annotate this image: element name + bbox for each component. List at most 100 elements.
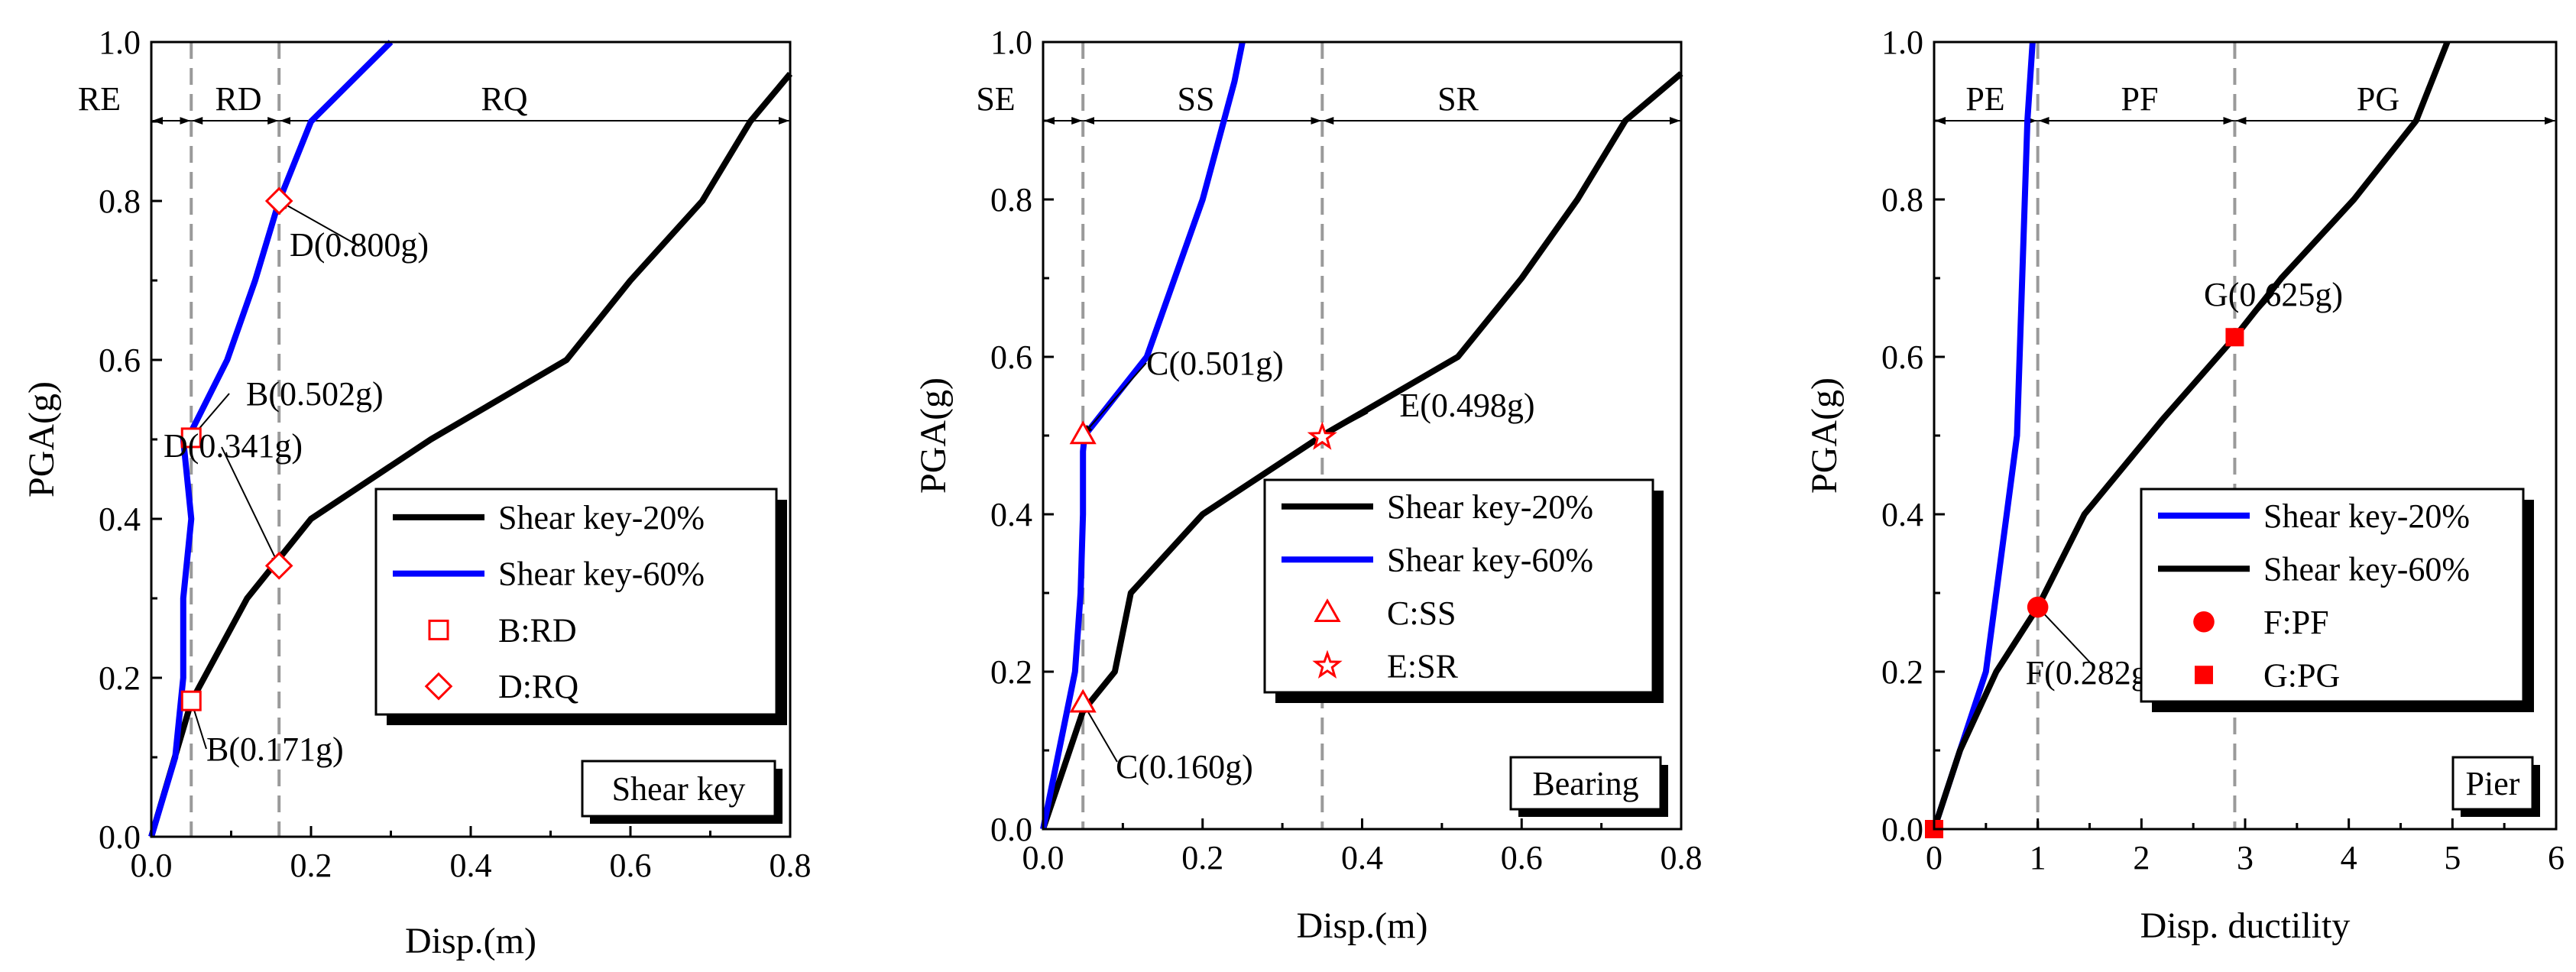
point-label: G(0.625g) — [2204, 276, 2343, 313]
y-tick-label: 1.0 — [990, 24, 1032, 61]
y-tick-label: 0.8 — [990, 181, 1032, 219]
point-label: D(0.800g) — [290, 226, 429, 264]
x-tick-label: 0.4 — [1341, 839, 1383, 876]
y-tick-label: 0.2 — [99, 659, 141, 697]
x-tick-label: 3 — [2237, 839, 2254, 876]
legend-marker — [2195, 666, 2213, 685]
panel-tag-label: Shear key — [612, 770, 746, 808]
series-line-2 — [1931, 40, 2451, 831]
legend-entry: Shear key-20% — [2263, 497, 2470, 535]
data-point-marker — [264, 186, 293, 215]
chart-panel-3: PE PF PG F(0.282g) G(0.625g) 0 1 2 3 4 5 6 0.0 0.2 0.4… — [1804, 24, 2565, 946]
data-point-marker — [1069, 688, 1097, 713]
x-tick-label: 2 — [2133, 839, 2150, 876]
x-tick-label: 4 — [2341, 839, 2357, 876]
x-tick-label: 0.0 — [1022, 839, 1064, 876]
legend-entry: C:SS — [1387, 595, 1456, 632]
region-label: PF — [2121, 80, 2159, 118]
x-tick-label: 0.2 — [1181, 839, 1223, 876]
region-label: RQ — [481, 80, 527, 118]
point-label: F(0.282g) — [2026, 654, 2160, 692]
panel-tag-box — [1509, 756, 1662, 811]
legend-marker — [424, 672, 453, 701]
legend-entry: Shear key-20% — [1387, 488, 1593, 526]
data-point-marker — [1069, 420, 1097, 445]
y-axis-label: PGA(g) — [21, 381, 62, 497]
x-tick-label: 0.6 — [1501, 839, 1543, 876]
y-tick-label: 0.0 — [990, 811, 1032, 848]
y-tick-label: 0.2 — [990, 653, 1032, 691]
annotation-arrow — [2036, 606, 2093, 666]
annotation-arrow — [278, 200, 360, 247]
panel-tag-label: Bearing — [1532, 765, 1638, 802]
x-axis-label: Disp. ductility — [2140, 906, 2351, 946]
x-tick-label: 5 — [2444, 839, 2461, 876]
x-tick-label: 0.6 — [610, 847, 652, 884]
legend-entry: Shear key-20% — [498, 499, 705, 536]
point-label: B(0.502g) — [246, 375, 384, 413]
y-tick-label: 1.0 — [1881, 24, 1923, 61]
y-tick-label: 0.8 — [99, 183, 141, 220]
legend-entry: F:PF — [2263, 604, 2329, 641]
legend-marker — [2193, 611, 2215, 633]
data-point-marker — [180, 427, 202, 449]
annotation-arrow — [221, 446, 280, 567]
panel-tag-label: Pier — [2466, 765, 2520, 802]
region-label: SE — [976, 80, 1015, 118]
x-tick-label: 0.2 — [290, 847, 332, 884]
chart-panel-1: RE RD RQ B(0.171g) B(0.502g) D(0.341g) D(0.800… — [21, 24, 812, 961]
point-label: B(0.171g) — [206, 731, 344, 768]
series-line-1 — [1931, 41, 2036, 831]
annotation-arrow — [1082, 702, 1118, 763]
legend-entry: E:SR — [1387, 647, 1459, 685]
y-tick-label: 0.6 — [990, 339, 1032, 376]
x-tick-label: 0.8 — [770, 847, 812, 884]
panel-tag-box — [581, 760, 776, 818]
chart-panel-2: SE SS SR C(0.160g) C(0.501g) E(0.498g) 0.0 0.2 0… — [913, 24, 1703, 946]
point-label: D(0.341g) — [164, 427, 303, 465]
region-label: PE — [1965, 80, 2004, 118]
annotation-arrow — [1082, 362, 1147, 436]
y-tick-label: 0.6 — [99, 342, 141, 379]
legend-entry: B:RD — [498, 611, 577, 649]
legend-marker — [1314, 598, 1341, 623]
region-label: SR — [1437, 80, 1479, 118]
x-tick-label: 0.0 — [131, 847, 173, 884]
x-axis-label: Disp.(m) — [1297, 906, 1428, 946]
data-point-marker — [1307, 421, 1337, 450]
data-point-marker — [2027, 596, 2049, 618]
legend-entry: D:RQ — [498, 668, 578, 705]
x-tick-label: 6 — [2548, 839, 2565, 876]
y-tick-label: 0.8 — [1881, 181, 1923, 219]
y-axis-label: PGA(g) — [1804, 377, 1845, 494]
point-label: C(0.501g) — [1146, 345, 1284, 382]
y-tick-label: 0.4 — [1881, 496, 1923, 533]
legend-entry: Shear key-60% — [2263, 550, 2470, 588]
legend-entry: Shear key-60% — [498, 556, 705, 593]
y-tick-label: 0.6 — [1881, 339, 1923, 376]
region-label: PG — [2357, 80, 2399, 118]
x-tick-label: 0.8 — [1661, 839, 1703, 876]
point-label: C(0.160g) — [1116, 748, 1253, 786]
legend-marker — [1312, 650, 1343, 679]
legend-marker — [428, 619, 449, 640]
plot-frame — [1042, 40, 1683, 831]
data-point-marker — [264, 552, 293, 580]
data-point-marker — [2225, 328, 2244, 347]
y-tick-label: 0.4 — [990, 496, 1032, 533]
region-label: RD — [215, 80, 261, 118]
y-tick-label: 0.2 — [1881, 653, 1923, 691]
x-axis-label: Disp.(m) — [405, 921, 536, 961]
legend-entry: Shear key-60% — [1387, 541, 1593, 578]
y-axis-label: PGA(g) — [913, 377, 954, 494]
y-tick-label: 0.4 — [99, 501, 141, 538]
x-tick-label: 0.4 — [450, 847, 492, 884]
y-tick-label: 0.0 — [1881, 811, 1923, 848]
series-line-1 — [1040, 71, 1683, 831]
x-tick-label: 1 — [2030, 839, 2046, 876]
y-tick-label: 0.0 — [99, 818, 141, 856]
point-label: E(0.498g) — [1399, 387, 1534, 424]
data-point-marker — [180, 690, 202, 711]
region-label: RE — [78, 80, 121, 118]
